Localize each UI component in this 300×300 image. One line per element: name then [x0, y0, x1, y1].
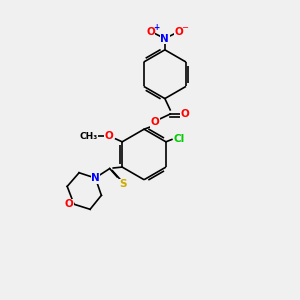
Text: −: −	[181, 23, 188, 32]
Text: O: O	[175, 27, 184, 37]
Text: Cl: Cl	[173, 134, 184, 144]
Text: O: O	[104, 131, 113, 142]
Text: N: N	[160, 34, 169, 44]
Text: O: O	[146, 27, 155, 37]
Text: S: S	[119, 179, 127, 189]
Text: O: O	[64, 199, 73, 209]
Text: O: O	[150, 117, 159, 128]
Text: CH₃: CH₃	[80, 132, 98, 141]
Text: +: +	[153, 23, 159, 32]
Text: O: O	[181, 109, 189, 119]
Text: N: N	[91, 173, 100, 183]
